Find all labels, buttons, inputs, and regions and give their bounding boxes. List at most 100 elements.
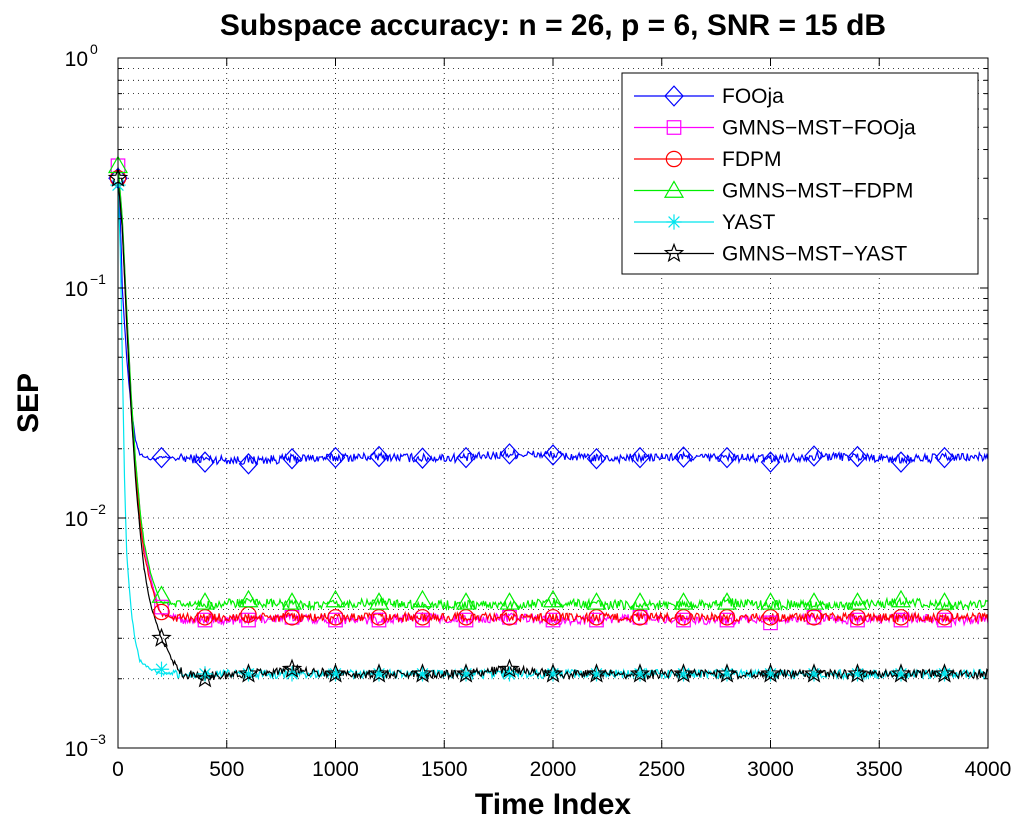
marker-star <box>412 663 433 683</box>
marker-diamond <box>847 445 868 468</box>
marker-circle <box>544 609 562 626</box>
marker-triangle <box>934 592 955 610</box>
marker-asterisk <box>762 666 779 682</box>
marker-diamond <box>456 446 476 469</box>
marker-triangle <box>847 592 868 610</box>
legend-entry: YAST <box>722 211 775 234</box>
marker-star <box>673 663 694 683</box>
series-line-2 <box>117 179 989 624</box>
marker-diamond <box>369 445 389 468</box>
marker-triangle <box>151 585 172 603</box>
marker-circle <box>414 609 431 626</box>
marker-diamond <box>934 446 955 469</box>
marker-asterisk <box>849 666 866 682</box>
marker-triangle <box>499 592 520 610</box>
y-tick-exponent: −1 <box>90 271 106 287</box>
legend: FOOja GMNS−MST−FOOja FDPM GMNS−MST−FDPM YAST… <box>621 72 979 275</box>
y-tick-exponent: 0 <box>90 41 98 57</box>
marker-triangle <box>325 589 346 608</box>
marker-circle <box>631 609 649 626</box>
y-axis-label: SEP <box>12 373 45 433</box>
marker-star <box>803 663 825 683</box>
marker-circle <box>370 609 388 626</box>
y-tick-exponent: −2 <box>90 501 106 517</box>
x-tick-label: 2500 <box>638 758 685 781</box>
marker-circle <box>675 609 692 626</box>
marker-diamond <box>804 445 824 467</box>
marker-star <box>281 658 303 678</box>
marker-circle <box>501 609 518 626</box>
marker-star <box>716 663 738 683</box>
marker-star <box>151 627 172 647</box>
marker-triangle <box>368 592 390 610</box>
marker-asterisk <box>327 666 344 682</box>
marker-diamond <box>673 446 694 468</box>
marker-square <box>763 615 778 631</box>
marker-circle <box>805 609 823 626</box>
x-tick-label: 4000 <box>965 758 1012 781</box>
marker-asterisk <box>284 666 300 682</box>
marker-diamond <box>151 446 172 469</box>
marker-triangle <box>281 592 303 610</box>
marker-asterisk <box>414 666 431 682</box>
marker-triangle <box>716 592 738 610</box>
series-line-1 <box>117 167 989 627</box>
marker-star <box>934 663 955 683</box>
marker-star <box>629 663 651 683</box>
marker-triangle <box>238 589 259 608</box>
marker-star <box>194 668 216 688</box>
marker-square <box>666 120 682 135</box>
marker-diamond <box>325 446 346 469</box>
x-tick-label: 3500 <box>856 758 903 781</box>
legend-box <box>621 72 979 275</box>
marker-diamond <box>586 447 607 470</box>
marker-diamond <box>891 451 911 473</box>
legend-entry: GMNS−MST−FDPM <box>722 180 913 203</box>
x-tick-label: 3000 <box>747 758 794 781</box>
marker-diamond <box>238 453 259 475</box>
legend-entry: FOOja <box>722 85 784 108</box>
marker-square <box>806 609 822 625</box>
marker-asterisk <box>153 661 170 677</box>
marker-star <box>325 663 346 683</box>
marker-circle <box>718 609 736 626</box>
marker-asterisk <box>632 666 648 682</box>
chart-title: Subspace accuracy: n = 26, p = 6, SNR = … <box>220 9 886 42</box>
x-tick-label: 1500 <box>421 758 468 781</box>
marker-square <box>284 609 300 625</box>
marker-asterisk <box>501 666 518 682</box>
marker-diamond <box>630 446 650 469</box>
marker-triangle <box>803 592 825 610</box>
marker-circle <box>588 609 605 626</box>
marker-triangle <box>455 592 477 610</box>
marker-diamond <box>717 446 737 469</box>
y-tick-label: 10 <box>65 48 88 71</box>
marker-circle <box>457 609 475 626</box>
series-markers-3 <box>107 155 955 610</box>
marker-circle <box>849 609 866 626</box>
marker-triangle <box>890 589 912 608</box>
marker-star <box>663 242 685 263</box>
series-markers <box>107 155 955 688</box>
y-tick-label: 10 <box>65 508 88 531</box>
x-tick-label: 500 <box>209 758 244 781</box>
series-markers-5 <box>107 167 955 688</box>
marker-diamond <box>195 451 215 473</box>
marker-asterisk <box>197 666 213 682</box>
marker-square <box>502 609 517 625</box>
marker-square <box>154 599 169 615</box>
marker-star <box>542 663 564 683</box>
marker-asterisk <box>936 666 953 682</box>
marker-asterisk <box>719 666 735 682</box>
marker-asterisk <box>240 666 257 682</box>
x-axis-label: Time Index <box>475 788 631 821</box>
marker-asterisk <box>588 666 605 682</box>
marker-circle <box>327 609 344 626</box>
series-markers-2 <box>109 170 953 626</box>
marker-triangle <box>663 180 685 198</box>
marker-star <box>368 663 390 683</box>
legend-entry: GMNS−MST−FOOja <box>722 117 916 140</box>
marker-circle <box>153 603 170 621</box>
marker-triangle <box>629 592 651 610</box>
